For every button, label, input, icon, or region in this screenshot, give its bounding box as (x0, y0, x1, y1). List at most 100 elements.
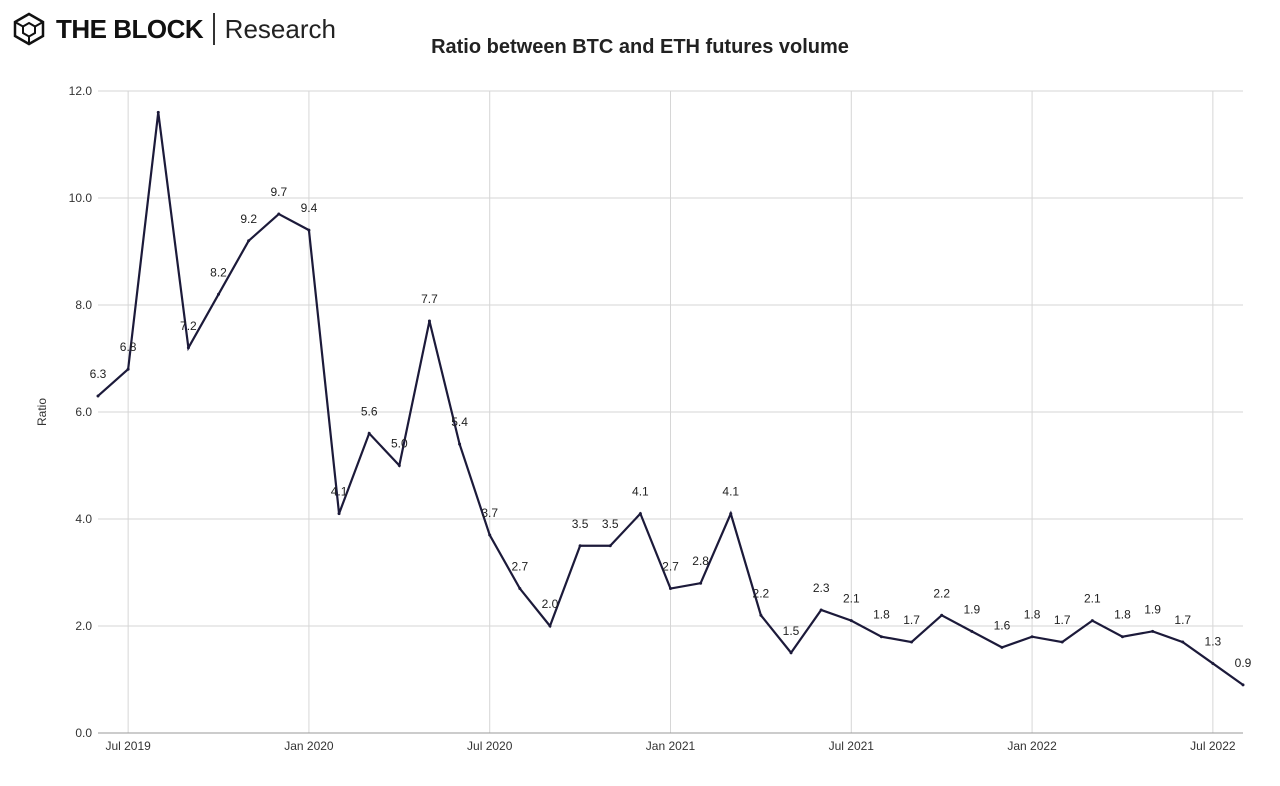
data-point (1000, 645, 1004, 649)
y-tick-label: 8.0 (75, 298, 92, 312)
data-label: 1.8 (873, 608, 890, 622)
data-point (699, 581, 703, 585)
data-point (518, 587, 522, 591)
data-point (638, 512, 642, 516)
data-label: 9.2 (240, 212, 257, 226)
data-label: 1.7 (1174, 613, 1191, 627)
data-label: 9.4 (301, 201, 318, 215)
data-point (940, 613, 944, 617)
data-label: 6.8 (120, 340, 137, 354)
data-label: 2.1 (843, 592, 860, 606)
data-point (458, 442, 462, 446)
y-tick-label: 10.0 (69, 191, 93, 205)
data-label: 2.2 (933, 586, 950, 600)
data-point (1120, 635, 1124, 639)
cube-logo-icon (13, 12, 45, 46)
data-label: 1.6 (994, 618, 1011, 632)
data-label: 1.8 (1024, 608, 1041, 622)
data-point (759, 613, 763, 617)
data-label: 2.7 (662, 560, 679, 574)
data-point (337, 512, 341, 516)
data-label: 1.7 (1054, 613, 1071, 627)
y-tick-label: 2.0 (75, 619, 92, 633)
data-label: 1.7 (903, 613, 920, 627)
x-tick-label: Jul 2022 (1190, 739, 1236, 753)
logo: THE BLOCK Research (12, 12, 336, 46)
data-point (789, 651, 793, 655)
data-point (156, 110, 160, 114)
data-label: 1.3 (1205, 634, 1222, 648)
data-point (729, 512, 733, 516)
data-point (217, 292, 221, 296)
x-tick-label: Jul 2019 (105, 739, 151, 753)
data-label: 2.8 (692, 554, 709, 568)
data-point (879, 635, 883, 639)
data-label: 3.7 (481, 506, 498, 520)
data-point (367, 431, 371, 435)
data-point (910, 640, 914, 644)
y-axis-label: Ratio (35, 398, 49, 426)
data-point (608, 544, 612, 548)
y-tick-label: 4.0 (75, 512, 92, 526)
y-tick-label: 0.0 (75, 726, 92, 740)
data-label: 1.9 (963, 602, 980, 616)
data-point (427, 319, 431, 323)
data-point (1090, 619, 1094, 623)
data-label: 2.1 (1084, 592, 1101, 606)
x-tick-label: Jan 2022 (1007, 739, 1057, 753)
data-point (669, 587, 672, 591)
data-point (397, 464, 401, 467)
data-label: 3.5 (602, 517, 619, 531)
data-label: 0.9 (1235, 656, 1252, 670)
data-label: 5.0 (391, 437, 408, 451)
data-label: 7.7 (421, 292, 438, 306)
data-point (1211, 661, 1215, 665)
x-tick-label: Jan 2020 (284, 739, 334, 753)
data-label: 2.2 (753, 586, 770, 600)
x-tick-label: Jul 2020 (467, 739, 513, 753)
y-tick-label: 12.0 (69, 84, 93, 98)
data-label: 3.5 (572, 517, 589, 531)
data-label: 4.1 (632, 485, 649, 499)
data-label: 9.7 (270, 185, 287, 199)
data-point (1151, 629, 1155, 633)
data-point (849, 619, 853, 623)
data-point (186, 346, 190, 350)
data-point (307, 228, 311, 232)
data-point (96, 394, 100, 398)
data-point (1181, 640, 1185, 644)
data-point (1241, 683, 1245, 687)
data-point (578, 544, 582, 548)
data-label: 4.1 (722, 485, 739, 499)
data-label: 5.4 (451, 415, 468, 429)
data-point (1060, 640, 1064, 644)
data-point (247, 239, 251, 243)
data-label: 1.5 (783, 624, 800, 638)
x-tick-label: Jul 2021 (829, 739, 875, 753)
chart-title: Ratio between BTC and ETH futures volume (431, 36, 849, 58)
y-tick-label: 6.0 (75, 405, 92, 419)
data-label: 7.2 (180, 319, 197, 333)
data-label: 4.1 (331, 485, 348, 499)
data-point (1030, 635, 1034, 639)
x-tick-label: Jan 2021 (646, 739, 696, 753)
data-label: 2.0 (542, 597, 559, 611)
brand-name: THE BLOCK (56, 13, 204, 44)
data-point (277, 212, 281, 216)
data-point (970, 629, 974, 633)
brand-divider (213, 13, 215, 45)
data-point (488, 533, 492, 537)
data-point (819, 608, 823, 612)
data-label: 8.2 (210, 265, 227, 279)
data-point (548, 624, 552, 628)
data-label: 2.3 (813, 581, 830, 595)
data-point (126, 367, 130, 371)
data-label: 1.9 (1144, 602, 1161, 616)
brand-sub: Research (224, 13, 336, 44)
data-label: 2.7 (511, 560, 528, 574)
data-label: 6.3 (90, 367, 107, 381)
data-label: 1.8 (1114, 608, 1131, 622)
data-label: 5.6 (361, 404, 378, 418)
